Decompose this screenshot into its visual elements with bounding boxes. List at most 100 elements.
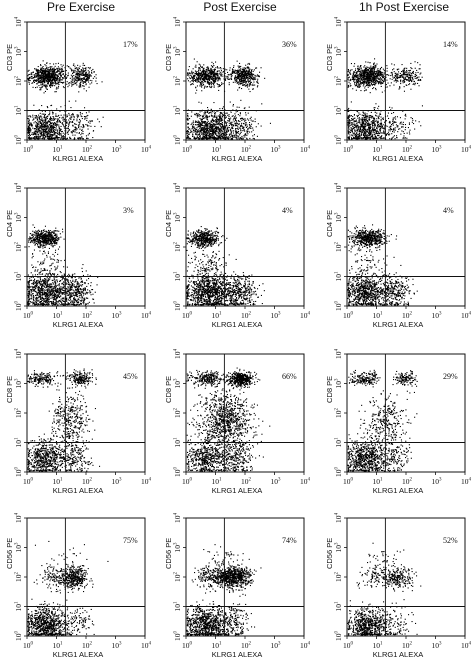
event-dot [221,117,223,119]
event-dot [237,76,239,78]
event-dot [374,83,376,85]
event-dot [41,118,43,120]
event-dot [211,125,213,127]
event-dot [362,72,364,74]
event-dot [215,121,217,123]
event-dot [252,129,254,131]
event-dot [402,72,404,74]
event-dot [197,132,199,134]
event-dot [381,66,383,68]
event-dot [56,132,58,134]
event-dot [195,112,197,114]
event-dot [354,63,356,65]
event-dot [37,81,39,83]
event-dot [63,127,65,129]
event-dot [221,82,223,84]
event-dot [37,70,39,72]
event-dot [41,131,43,133]
event-dot [55,136,57,138]
event-dot [44,122,46,124]
event-dot [196,137,198,139]
event-dot [209,83,211,85]
event-dot [213,75,215,77]
event-dot [47,135,49,137]
event-dot [50,69,52,71]
event-dot [204,75,206,77]
event-dot [360,82,362,84]
event-dot [48,121,50,123]
event-dot [249,125,251,127]
event-dot [199,73,201,75]
event-dot [40,76,42,78]
event-dot [81,79,83,81]
event-dot [54,138,56,140]
event-dot [187,69,189,71]
event-dot [234,79,236,81]
event-dot [409,74,411,76]
event-dot [192,77,194,79]
event-dot [214,74,216,76]
event-dot [201,77,203,79]
event-dot [43,72,45,74]
event-dot [62,86,64,88]
event-dot [197,79,199,81]
event-dot [411,68,413,70]
event-dot [205,73,207,75]
event-dot [188,66,190,68]
event-dot [412,71,414,73]
event-dot [204,71,206,73]
event-dot [33,79,35,81]
event-dot [212,69,214,71]
event-dot [205,123,207,125]
event-dot [254,79,256,81]
event-dot [28,69,30,71]
event-dot [251,73,253,75]
event-dot [239,115,241,117]
event-dot [41,134,43,136]
event-dot [246,124,248,126]
event-dot [85,76,87,78]
event-dot [40,77,42,79]
event-dot [192,68,194,70]
event-dot [377,82,379,84]
event-dot [205,74,207,76]
event-dot [217,77,219,79]
event-dot [45,68,47,70]
event-dot [65,119,67,121]
percentage-label: 36% [282,40,297,49]
event-dot [46,118,48,120]
event-dot [89,83,91,85]
event-dot [78,86,80,88]
event-dot [74,131,76,133]
event-dot [35,80,37,82]
event-dot [50,128,52,130]
event-dot [73,79,75,81]
event-dot [220,120,222,122]
event-dot [250,72,252,74]
event-dot [87,114,89,116]
event-dot [201,80,203,82]
event-dot [242,75,244,77]
event-dot [248,81,250,83]
event-dot [214,124,216,126]
event-dot [187,72,189,74]
event-dot [69,137,71,139]
event-dot [44,64,46,66]
event-dot [42,68,44,70]
event-dot [226,128,228,130]
event-dot [218,122,220,124]
event-dot [86,119,88,121]
event-dot [375,87,377,89]
event-dot [77,114,79,116]
event-dot [63,114,65,116]
event-dot [43,116,45,118]
event-dot [213,128,215,130]
event-dot [89,120,91,122]
event-dot [215,77,217,79]
event-dot [391,73,393,75]
event-dot [249,82,251,84]
event-dot [41,81,43,83]
event-dot [193,76,195,78]
event-dot [220,128,222,130]
event-dot [237,125,239,127]
